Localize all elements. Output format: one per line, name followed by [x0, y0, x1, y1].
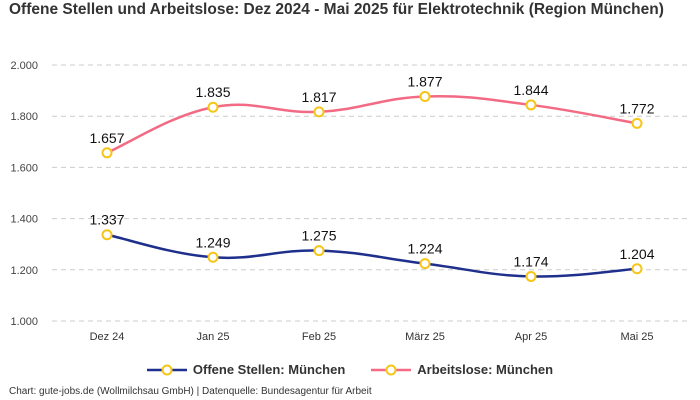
- data-label: 1.657: [89, 130, 124, 146]
- data-label: 1.249: [195, 234, 230, 250]
- legend-marker-arbeitslose: [385, 364, 397, 375]
- gridlines: [52, 64, 688, 322]
- data-labels: 1.337 1.249 1.275 1.224 1.174 1.204 1.657 1.835…: [89, 73, 654, 269]
- y-tick-label: 1.600: [10, 162, 38, 174]
- series-line-offene-stellen: [106, 233, 638, 278]
- data-point: [313, 106, 325, 118]
- legend-marker-offene-stellen: [161, 364, 173, 375]
- x-tick-label: Apr 25: [515, 331, 547, 343]
- y-tick-label: 1.800: [10, 111, 38, 123]
- data-label: 1.877: [407, 73, 442, 89]
- x-tick-label: Feb 25: [302, 331, 336, 343]
- data-label: 1.174: [513, 253, 548, 269]
- series-lines: [106, 95, 638, 278]
- data-point: [313, 245, 325, 257]
- data-point: [101, 147, 113, 159]
- data-label: 1.275: [301, 228, 336, 244]
- series-line-arbeitslose: [106, 95, 638, 154]
- data-label: 1.835: [195, 84, 230, 100]
- x-tick-label: Dez 24: [90, 331, 125, 343]
- data-point: [101, 229, 113, 241]
- y-tick-label: 2.000: [10, 60, 38, 72]
- data-label: 1.772: [619, 100, 654, 116]
- y-tick-label: 1.200: [10, 265, 38, 277]
- legend-label: Offene Stellen: München: [192, 362, 346, 377]
- source-footer: Chart: gute-jobs.de (Wollmilchsau GmbH) …: [9, 386, 372, 397]
- line-chart: 1.000 1.200 1.400 1.600 1.800 2.000 Dez 24 Jan…: [10, 60, 688, 343]
- data-point: [525, 270, 537, 282]
- data-label: 1.817: [301, 89, 336, 105]
- data-point: [631, 117, 643, 129]
- x-axis-ticks: Dez 24 Jan 25 Feb 25 März 25 Apr 25 Mai 25: [90, 331, 654, 343]
- y-tick-label: 1.000: [10, 316, 38, 328]
- legend-line-icon: [146, 364, 187, 375]
- data-label: 1.337: [89, 212, 124, 228]
- y-tick-label: 1.400: [10, 214, 38, 226]
- legend-line-icon: [371, 364, 412, 375]
- data-label: 1.204: [619, 246, 654, 262]
- data-point: [631, 263, 643, 275]
- legend-item-arbeitslose[interactable]: Arbeitslose: München: [371, 362, 553, 377]
- y-axis-ticks: 1.000 1.200 1.400 1.600 1.800 2.000: [10, 60, 38, 328]
- data-point: [419, 258, 431, 270]
- legend-label: Arbeitslose: München: [417, 362, 554, 377]
- chart-title: Offene Stellen und Arbeitslose: Dez 2024…: [9, 1, 664, 18]
- data-label: 1.844: [513, 82, 548, 98]
- x-tick-label: Mai 25: [620, 331, 653, 343]
- data-point: [419, 90, 431, 102]
- data-point: [207, 251, 219, 263]
- legend: Offene Stellen: München Arbeitslose: Mün…: [0, 362, 700, 377]
- data-point: [525, 99, 537, 111]
- x-tick-label: Jan 25: [196, 331, 229, 343]
- data-label: 1.224: [407, 241, 442, 257]
- data-point: [207, 101, 219, 113]
- x-tick-label: März 25: [405, 331, 445, 343]
- legend-item-offene-stellen[interactable]: Offene Stellen: München: [146, 362, 346, 377]
- series-markers: [101, 90, 643, 282]
